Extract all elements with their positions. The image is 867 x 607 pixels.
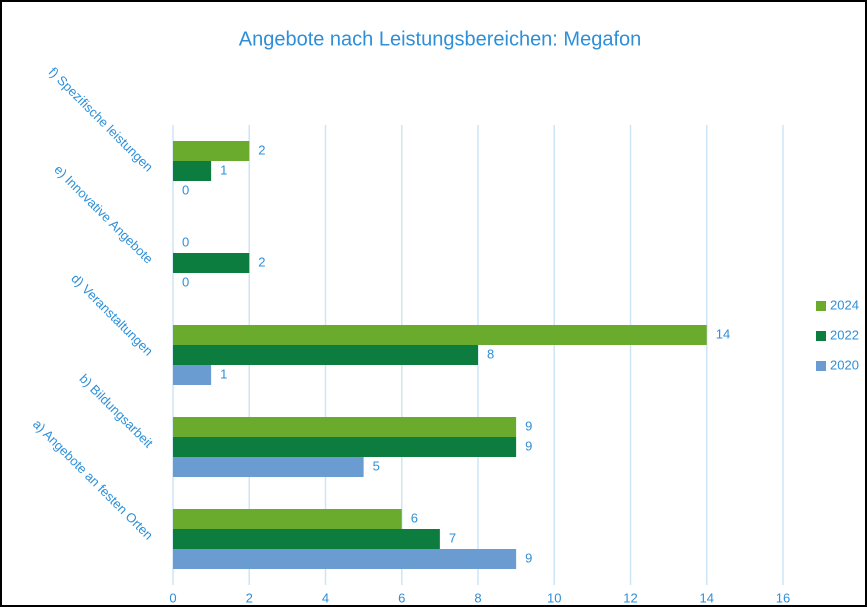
legend-swatch [816,361,826,371]
chart-title: Angebote nach Leistungsbereichen: Megafo… [239,28,642,50]
x-tick-label: 8 [474,590,481,605]
bar [173,509,402,529]
value-label: 2 [258,142,265,157]
bar [173,417,517,437]
bar [173,549,517,569]
bar [173,437,517,457]
bar [173,325,707,345]
legend-label: 2022 [830,327,859,342]
bar [173,161,212,181]
bar [173,365,212,385]
value-label: 2 [258,254,265,269]
bar [173,457,364,477]
x-tick-label: 16 [776,590,790,605]
legend-label: 2020 [830,357,859,372]
value-label: 1 [220,366,227,381]
value-label: 8 [487,346,494,361]
x-tick-label: 4 [322,590,329,605]
value-label: 9 [525,418,532,433]
bar [173,253,250,273]
value-label: 9 [525,438,532,453]
value-label: 14 [716,326,730,341]
x-tick-label: 0 [169,590,176,605]
value-label: 7 [449,530,456,545]
legend-swatch [816,301,826,311]
value-label: 0 [182,234,189,249]
x-tick-label: 14 [700,590,714,605]
bar [173,141,250,161]
bar [173,529,440,549]
legend-label: 2024 [830,297,859,312]
legend-swatch [816,331,826,341]
x-tick-label: 6 [398,590,405,605]
value-label: 6 [411,510,418,525]
value-label: 0 [182,274,189,289]
x-tick-label: 10 [547,590,561,605]
x-tick-label: 12 [623,590,637,605]
value-label: 1 [220,162,227,177]
bar [173,345,478,365]
value-label: 0 [182,182,189,197]
value-label: 9 [525,550,532,565]
value-label: 5 [373,458,380,473]
x-tick-label: 2 [246,590,253,605]
